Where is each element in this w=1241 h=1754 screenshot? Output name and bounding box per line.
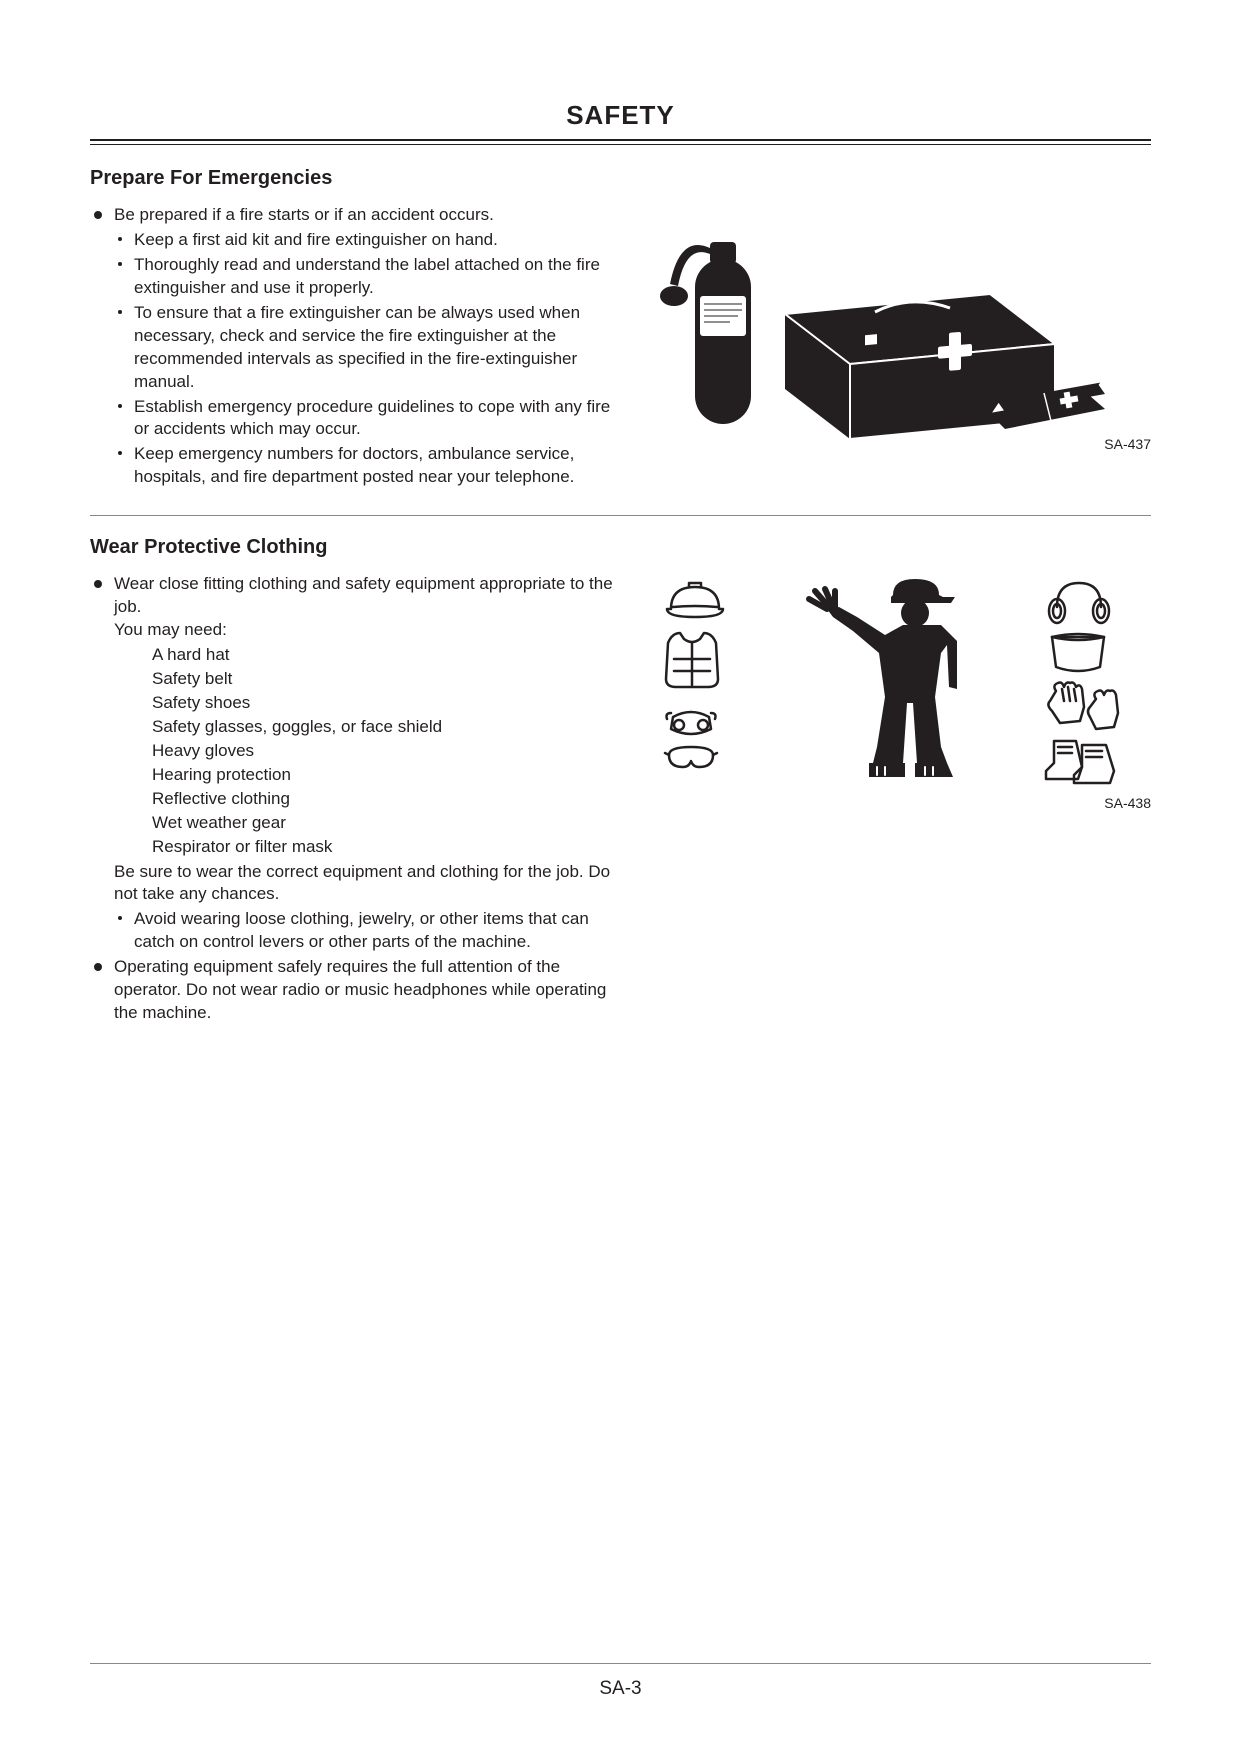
item-1-4: Keep emergency numbers for doctors, ambu… xyxy=(114,443,630,489)
need-1: Safety belt xyxy=(152,668,630,691)
figure-label-1: SA-437 xyxy=(1104,436,1151,452)
bullet-lead-1: Be prepared if a fire starts or if an ac… xyxy=(90,204,630,489)
title-rule xyxy=(90,139,1151,145)
bullet-lead-2: Wear close fitting clothing and safety e… xyxy=(90,573,630,954)
footer-rule xyxy=(90,1663,1151,1664)
lead-text-1: Be prepared if a fire starts or if an ac… xyxy=(114,205,494,224)
need-6: Reflective clothing xyxy=(152,788,630,811)
need-5: Hearing protection xyxy=(152,764,630,787)
figure-label-2: SA-438 xyxy=(1104,795,1151,811)
page-title: SAFETY xyxy=(90,100,1151,139)
section-clothing: Wear Protective Clothing Wear close fitt… xyxy=(90,536,1151,1027)
item-1-1: Thoroughly read and understand the label… xyxy=(114,254,630,300)
need-4: Heavy gloves xyxy=(152,740,630,763)
lead-text-2: Wear close fitting clothing and safety e… xyxy=(114,573,630,619)
item-1-0: Keep a first aid kit and fire extinguish… xyxy=(114,229,630,252)
need-3: Safety glasses, goggles, or face shield xyxy=(152,716,630,739)
section-emergencies: Prepare For Emergencies Be prepared if a… xyxy=(90,167,1151,491)
item-1-2: To ensure that a fire extinguisher can b… xyxy=(114,302,630,394)
page-number: SA-3 xyxy=(0,1678,1241,1700)
item-1-3: Establish emergency procedure guidelines… xyxy=(114,396,630,442)
you-may-need-label: You may need: xyxy=(114,619,630,642)
needs-list: A hard hat Safety belt Safety shoes Safe… xyxy=(114,644,630,858)
figure-col-1: SA-437 xyxy=(650,204,1151,491)
heading-clothing: Wear Protective Clothing xyxy=(90,536,1151,559)
need-0: A hard hat xyxy=(152,644,630,667)
text-col-1: Be prepared if a fire starts or if an ac… xyxy=(90,204,630,491)
heading-emergencies: Prepare For Emergencies xyxy=(90,167,1151,190)
need-2: Safety shoes xyxy=(152,692,630,715)
text-col-2: Wear close fitting clothing and safety e… xyxy=(90,573,630,1027)
need-8: Respirator or filter mask xyxy=(152,836,630,859)
closing-text: Be sure to wear the correct equipment an… xyxy=(114,861,630,907)
need-7: Wet weather gear xyxy=(152,812,630,835)
emergency-kit-illustration xyxy=(650,204,1110,454)
bullet-2: Operating equipment safely requires the … xyxy=(90,956,630,1025)
section-divider xyxy=(90,515,1151,516)
protective-clothing-illustration xyxy=(650,573,1130,793)
figure-col-2: SA-438 xyxy=(650,573,1151,1027)
warning-0: Avoid wearing loose clothing, jewelry, o… xyxy=(114,908,630,954)
